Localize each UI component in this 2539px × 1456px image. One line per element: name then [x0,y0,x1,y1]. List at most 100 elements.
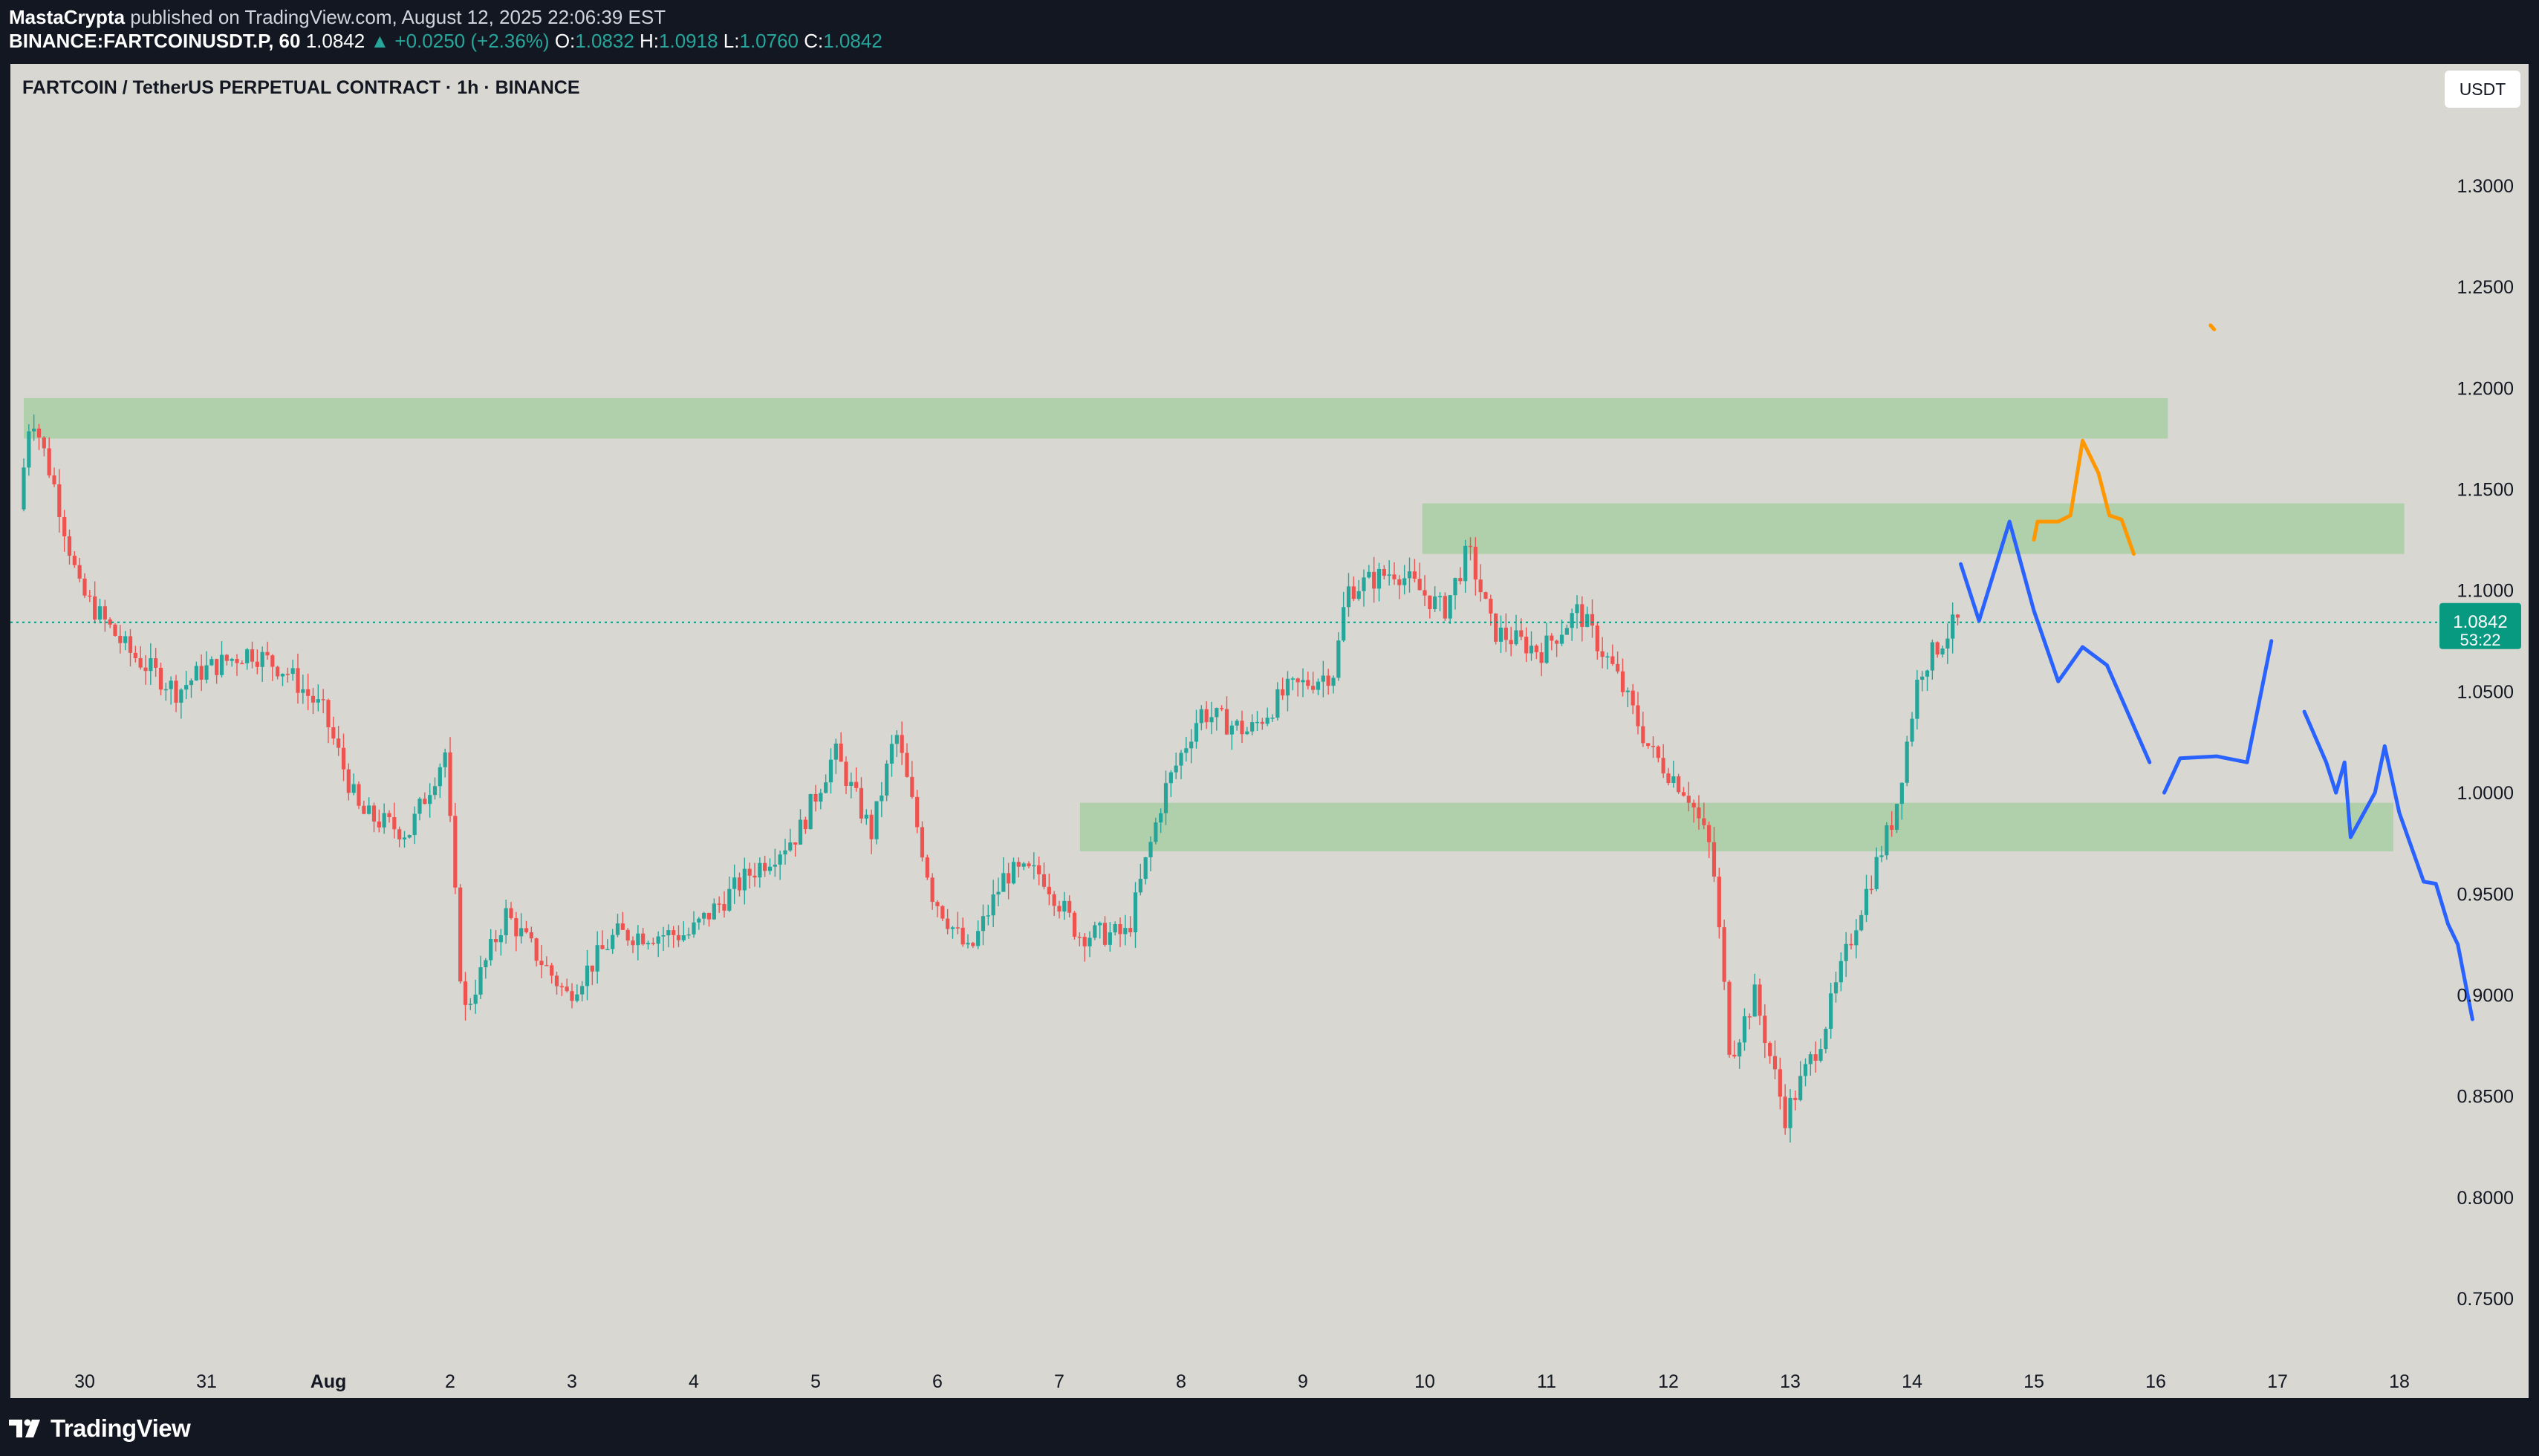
blue-projection-path [2162,639,2274,795]
candle [52,467,56,487]
candle [412,806,417,845]
candle-body [880,795,884,802]
candle-body [417,799,422,814]
candle-body [996,891,1001,895]
candle-body [1281,689,1285,696]
candle-body [793,842,798,845]
candle [590,965,594,986]
candle [1032,852,1036,880]
candle-body [656,936,660,944]
candle [1605,652,1610,670]
candle-body [209,659,214,666]
candle-body [1062,900,1067,912]
candle [1199,705,1203,731]
candle [661,926,666,951]
projection-layer [1959,323,2474,1021]
candle [423,792,427,805]
candle-body [859,787,864,819]
candle [321,689,325,714]
candle-body [1362,577,1366,591]
candle [1387,560,1391,586]
candle [1179,750,1183,779]
candle [88,590,92,602]
candle-body [1346,586,1351,608]
candle-body [1021,863,1026,867]
candle [940,905,945,922]
candle [1894,803,1899,833]
candle-body [681,935,686,940]
candle [235,654,239,676]
candles-layer [22,414,1960,1143]
candle [1489,594,1493,626]
candle-body [1367,571,1371,578]
candle [1290,676,1295,691]
candle [331,716,336,745]
candle-body [290,668,295,675]
candle-body [438,767,442,787]
candle [1498,615,1503,653]
candle [1778,1057,1782,1110]
candle-body [1636,705,1640,727]
candle-body [179,689,183,703]
header-bar: MastaCrypta published on TradingView.com… [0,0,2539,64]
candle [1585,606,1590,628]
published-text: published on TradingView.com, August 12,… [130,6,666,28]
candle-body [1707,825,1711,842]
candle-body [595,945,599,972]
candle-body [1423,590,1427,596]
candle-body [737,877,742,891]
candle-body [67,536,72,556]
candle [143,654,148,685]
candle [1534,644,1538,660]
candle [1752,973,1757,1017]
candle [255,649,259,675]
candle-body [554,975,559,987]
candle [326,698,331,744]
candle [1204,701,1209,729]
candle [1625,687,1630,708]
candle [438,763,442,799]
candle [1163,770,1168,825]
candle-body [265,651,270,656]
candle-body [143,667,148,672]
open-label: O: [554,30,576,52]
candle [1245,727,1249,735]
candle-body [1118,923,1122,935]
candle-body [1778,1069,1782,1097]
candle [1311,672,1316,694]
price-badge-countdown: 53:22 [2460,631,2500,649]
candle-body [1666,773,1671,784]
candle-body [813,793,818,802]
candle [1641,712,1645,747]
tradingview-logo[interactable]: TradingView [9,1414,191,1443]
chart-pane-background[interactable] [10,64,2529,1398]
currency-button[interactable]: USDT [2445,71,2520,108]
candle [1524,627,1529,663]
support-resistance-zone [1422,503,2405,554]
candle [1616,651,1620,674]
candle [1342,591,1346,643]
candle [930,873,934,910]
candle-body [1677,776,1681,793]
candle [1376,562,1382,602]
candle-body [311,695,316,703]
x-tick-label: 31 [196,1371,217,1392]
candle [1808,1051,1813,1076]
candle [163,683,168,701]
candle-body [22,467,26,510]
x-tick-label: 6 [932,1371,943,1392]
candle-body [661,935,666,937]
candle [641,927,646,946]
candle-body [808,793,813,830]
author-name[interactable]: MastaCrypta [9,6,126,28]
candle [874,801,879,845]
candle [1885,822,1889,860]
candle-body [458,887,463,982]
candle [580,981,585,1002]
candle-body [1245,731,1249,735]
candle [813,784,818,812]
candle-body [468,1004,472,1005]
candle-body [585,965,590,987]
candle [209,656,214,666]
